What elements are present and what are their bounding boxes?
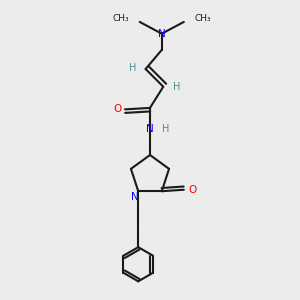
Text: O: O <box>113 104 121 114</box>
Text: H: H <box>173 82 180 92</box>
Text: CH₃: CH₃ <box>113 14 129 23</box>
Text: CH₃: CH₃ <box>194 14 211 23</box>
Text: O: O <box>188 185 196 195</box>
Text: N: N <box>146 124 154 134</box>
Text: H: H <box>129 63 136 73</box>
Text: N: N <box>158 29 166 39</box>
Text: H: H <box>162 124 169 134</box>
Text: N: N <box>131 192 139 202</box>
